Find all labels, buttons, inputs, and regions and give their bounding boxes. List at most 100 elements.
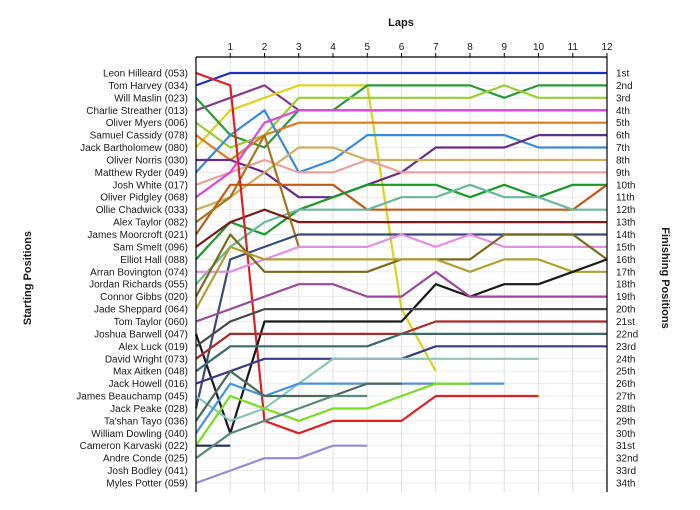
starting-position-label: Ollie Chadwick (033)	[96, 205, 188, 216]
lap-tick-label: 5	[364, 42, 370, 53]
finishing-position-label: 9th	[616, 168, 630, 179]
y-axis-title-left: Starting Positions	[22, 231, 34, 325]
driver-series-line	[195, 270, 607, 323]
starting-position-label: Matthew Ryder (049)	[95, 168, 188, 179]
starting-position-labels: Leon Hilleard (053)Tom Harvey (034)Will …	[76, 69, 188, 490]
starting-position-label: Elliot Hall (088)	[120, 255, 188, 266]
starting-position-label: Jordan Richards (055)	[89, 280, 188, 291]
starting-position-label: Tom Taylor (060)	[114, 317, 188, 328]
finishing-position-label: 18th	[616, 280, 635, 291]
finishing-position-label: 32nd	[616, 454, 638, 465]
driver-series-line	[195, 245, 607, 310]
driver-series-line	[195, 382, 470, 447]
lap-tick-label: 11	[568, 42, 579, 53]
finishing-position-label: 4th	[616, 106, 630, 117]
starting-position-label: Joshua Barwell (047)	[94, 329, 188, 340]
lap-tick-label: 8	[467, 42, 473, 53]
finishing-position-label: 5th	[616, 118, 630, 129]
starting-position-label: Jack Peake (028)	[110, 404, 188, 415]
y-axis-title-right: Finishing Positions	[659, 227, 671, 328]
driver-series-line	[195, 444, 368, 485]
starting-position-label: Myles Potter (059)	[106, 479, 188, 490]
finishing-position-label: 8th	[616, 155, 630, 166]
finishing-position-label: 27th	[616, 392, 635, 403]
starting-position-label: Cameron Karvaski (022)	[80, 441, 188, 452]
finishing-position-label: 25th	[616, 367, 635, 378]
finishing-position-label: 21st	[616, 317, 635, 328]
starting-position-label: Leon Hilleard (053)	[103, 69, 188, 80]
starting-position-label: James Moorcroft (021)	[87, 230, 188, 241]
starting-position-label: Josh Bodley (041)	[107, 466, 188, 477]
driver-series-line	[195, 158, 607, 186]
driver-series-line	[195, 84, 607, 149]
driver-series-line	[195, 109, 607, 199]
finishing-position-label: 13th	[616, 218, 635, 229]
finishing-position-label: 33rd	[616, 466, 636, 477]
driver-series-line	[195, 84, 437, 372]
starting-position-label: David Wright (073)	[105, 354, 188, 365]
plot-frame	[195, 53, 608, 492]
x-axis-title: Laps	[388, 17, 414, 29]
starting-position-label: Jack Bartholomew (080)	[80, 143, 188, 154]
finishing-position-label: 12th	[616, 205, 635, 216]
driver-series-line	[194, 258, 608, 435]
finishing-position-label: 14th	[616, 230, 635, 241]
driver-series-line	[195, 109, 607, 174]
driver-series-line	[195, 370, 402, 422]
finishing-position-label: 20th	[616, 305, 635, 316]
driver-series-line	[195, 394, 368, 460]
finishing-position-label: 19th	[616, 292, 635, 303]
driver-series-line	[195, 357, 539, 422]
driver-series-line	[195, 183, 608, 236]
finishing-position-label: 23rd	[616, 342, 636, 353]
finishing-position-label: 17th	[616, 267, 635, 278]
lap-tick-label: 12	[601, 42, 613, 53]
starting-position-label: Tom Harvey (034)	[109, 81, 188, 92]
finishing-position-label: 24th	[616, 354, 635, 365]
driver-series-line	[195, 183, 607, 285]
driver-series-line	[195, 146, 607, 211]
finishing-position-label: 3rd	[616, 93, 630, 104]
starting-position-label: Oliver Pidgley (068)	[100, 193, 188, 204]
starting-position-label: Jade Sheppard (064)	[94, 305, 188, 316]
finishing-position-label: 29th	[616, 416, 635, 427]
driver-series-line	[195, 71, 539, 435]
finishing-position-label: 15th	[616, 242, 635, 253]
starting-position-label: Samuel Cassidy (078)	[90, 131, 188, 142]
starting-position-label: Charlie Streather (013)	[86, 106, 188, 117]
finishing-position-label: 10th	[616, 180, 635, 191]
lap-tick-label: 6	[399, 42, 405, 53]
starting-position-label: Sam Smelt (096)	[113, 242, 188, 253]
driver-series-line	[195, 134, 300, 248]
lap-tick-label: 10	[533, 42, 545, 53]
driver-series-line	[195, 332, 607, 373]
starting-position-label: Alex Taylor (082)	[113, 218, 188, 229]
finishing-position-label: 2nd	[616, 81, 633, 92]
starting-position-label: Andre Conde (025)	[103, 454, 188, 465]
lap-tick-label: 1	[227, 42, 233, 53]
finishing-position-label: 30th	[616, 429, 635, 440]
lap-tick-label: 2	[262, 42, 268, 53]
starting-position-label: Alex Luck (019)	[119, 342, 188, 353]
lap-tick-label: 9	[501, 42, 507, 53]
starting-position-label: Ta'shan Tayo (036)	[104, 416, 188, 427]
driver-series-line	[195, 71, 607, 87]
lap-tick-labels: 1 2 3 4 5 6 7 8 9 10 11 12	[227, 42, 613, 53]
lap-tick-label: 4	[330, 42, 336, 53]
starting-position-label: Arran Bovington (074)	[90, 267, 188, 278]
driver-series-line	[195, 308, 607, 348]
starting-position-label: William Dowling (040)	[91, 429, 188, 440]
driver-series-line	[195, 208, 607, 248]
series-lines	[194, 71, 608, 485]
finishing-position-label: 11th	[616, 193, 635, 204]
finishing-position-label: 28th	[616, 404, 635, 415]
finishing-position-label: 34th	[616, 479, 635, 490]
finishing-position-label: 22nd	[616, 329, 638, 340]
starting-position-label: Josh White (017)	[112, 180, 188, 191]
finishing-position-label: 16th	[616, 255, 635, 266]
finishing-position-label: 7th	[616, 143, 630, 154]
starting-position-label: Will Maslin (023)	[114, 93, 188, 104]
finishing-position-label: 1st	[616, 69, 630, 80]
